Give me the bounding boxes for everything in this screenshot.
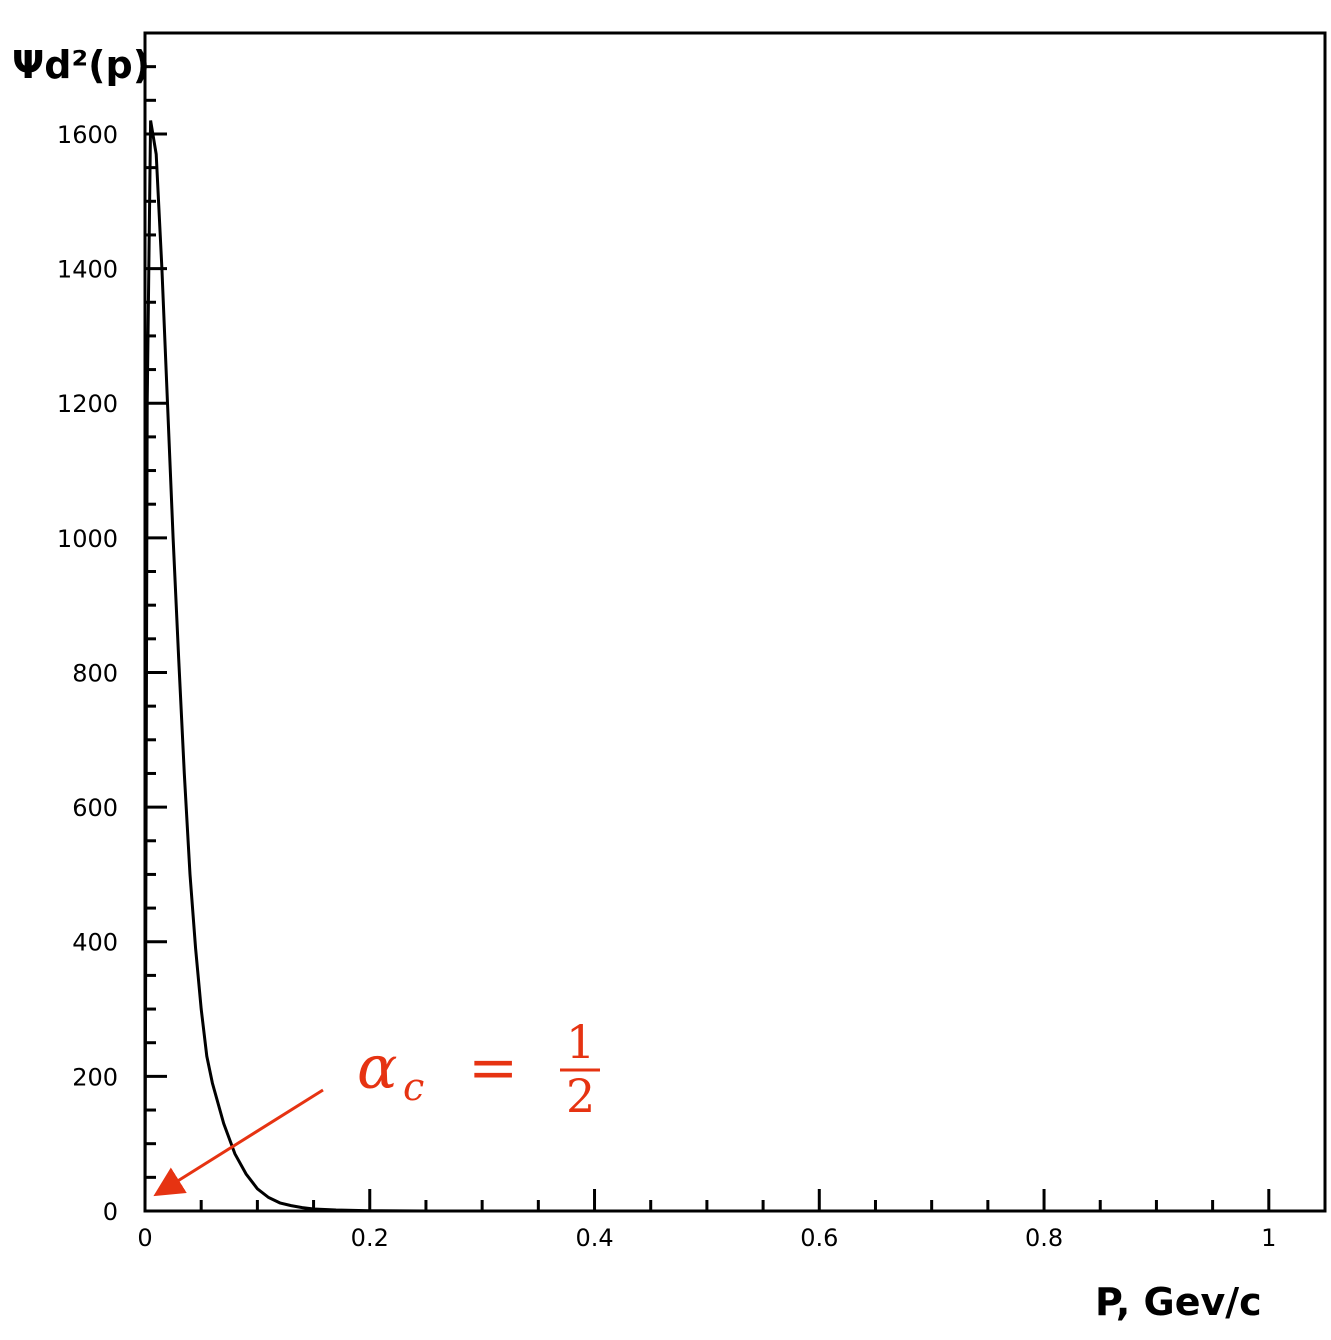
y-tick-label: 1600 bbox=[57, 121, 118, 149]
plot-frame bbox=[143, 31, 1327, 1213]
series-line bbox=[143, 120, 1325, 1213]
annotation-denominator: 2 bbox=[566, 1069, 595, 1123]
annotation-alpha: α bbox=[357, 1033, 398, 1103]
y-tick-label: 1400 bbox=[57, 256, 118, 284]
y-tick-label: 600 bbox=[72, 794, 118, 822]
x-tick-label: 1 bbox=[1261, 1224, 1276, 1252]
y-axis-tick-labels: 0 200 400 600 800 1000 1200 1400 1600 bbox=[57, 121, 118, 1226]
y-tick-label: 800 bbox=[72, 659, 118, 687]
x-tick-label: 0.4 bbox=[575, 1224, 613, 1252]
annotation-subscript: c bbox=[403, 1065, 424, 1109]
y-tick-label: 200 bbox=[72, 1063, 118, 1091]
x-axis-ticks bbox=[143, 1189, 1327, 1211]
y-axis-title: Ψd²(p) bbox=[12, 43, 150, 87]
x-tick-label: 0 bbox=[137, 1224, 152, 1252]
x-axis-tick-labels: 0 0.2 0.4 0.6 0.8 1 bbox=[137, 1224, 1276, 1252]
y-tick-label: 1200 bbox=[57, 390, 118, 418]
x-tick-label: 0.8 bbox=[1025, 1224, 1063, 1252]
y-tick-label: 1000 bbox=[57, 525, 118, 553]
y-tick-label: 400 bbox=[72, 929, 118, 957]
annotation-numerator: 1 bbox=[566, 1015, 595, 1069]
annotation-equals: = bbox=[468, 1033, 518, 1103]
annotation-arrow bbox=[153, 1088, 324, 1197]
x-tick-label: 0.6 bbox=[800, 1224, 838, 1252]
y-tick-label: 0 bbox=[103, 1198, 118, 1226]
annotation: α c = 1 2 bbox=[153, 1015, 600, 1197]
x-tick-label: 0.2 bbox=[351, 1224, 389, 1252]
x-axis-title: P, Gev/c bbox=[1095, 1280, 1262, 1324]
